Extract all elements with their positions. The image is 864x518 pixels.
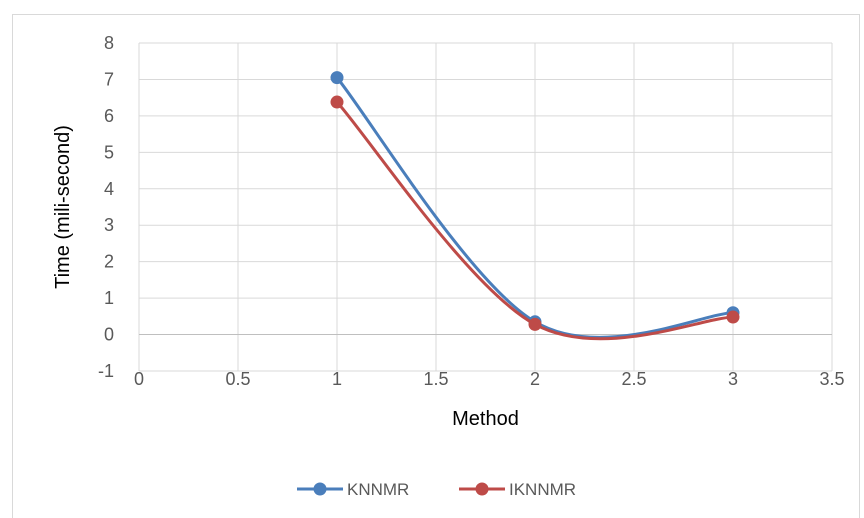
y-tick-label: 3	[104, 215, 114, 235]
data-point-knnmr	[330, 71, 344, 85]
x-tick-label: 3.5	[819, 369, 844, 389]
y-axis-title: Time (mili-second)	[52, 125, 74, 289]
data-point-iknnmr	[726, 310, 740, 324]
y-tick-label: 6	[104, 106, 114, 126]
y-tick-label: -1	[98, 361, 114, 381]
x-tick-label: 3	[728, 369, 738, 389]
x-tick-label: 2	[530, 369, 540, 389]
x-axis-title: Method	[452, 408, 519, 430]
series-line-iknnmr	[335, 101, 734, 341]
y-tick-label: 5	[104, 142, 114, 162]
x-tick-label: 1	[332, 369, 342, 389]
legend-marker-knnmr	[313, 482, 327, 496]
x-tick-label: 0.5	[225, 369, 250, 389]
legend-label-knnmr: KNNMR	[347, 480, 409, 499]
y-tick-label: 0	[104, 325, 114, 345]
data-point-iknnmr	[330, 95, 344, 109]
y-tick-label: 2	[104, 252, 114, 272]
y-tick-label: 1	[104, 288, 114, 308]
data-point-iknnmr	[528, 317, 542, 331]
series-line-knnmr	[335, 76, 734, 339]
x-tick-label: 0	[134, 369, 144, 389]
y-tick-label: 8	[104, 33, 114, 53]
legend-marker-iknnmr	[475, 482, 489, 496]
legend-label-iknnmr: IKNNMR	[509, 480, 576, 499]
x-tick-label: 1.5	[423, 369, 448, 389]
x-tick-label: 2.5	[621, 369, 646, 389]
y-tick-label: 4	[104, 179, 114, 199]
y-tick-label: 7	[104, 69, 114, 89]
